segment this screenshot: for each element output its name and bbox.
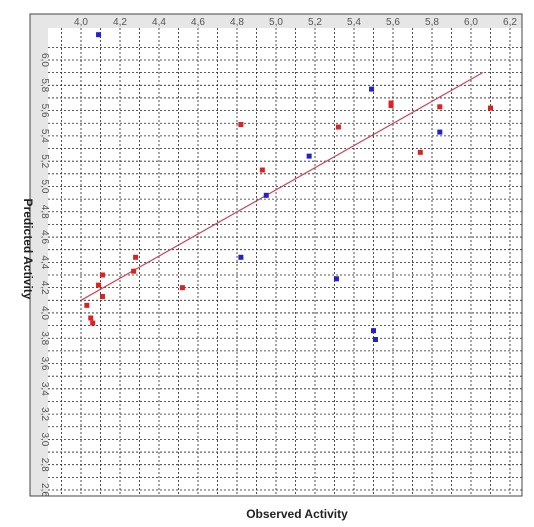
x-tick-label: 5,2 [308,17,322,28]
y-tick-label: 3,0 [39,432,50,446]
y-tick-label: 4,8 [39,205,50,219]
data-point [99,272,105,278]
data-point [88,315,94,321]
y-tick-label: 2,8 [39,458,50,472]
x-tick-label: 5,6 [386,17,400,28]
grid-lines [48,28,522,496]
data-point [238,254,244,260]
data-point [372,337,378,342]
x-tick-band [30,14,522,28]
data-point [388,100,394,106]
data-point [371,328,376,334]
y-tick-label: 5,2 [39,154,50,168]
data-point [131,268,137,274]
y-axis-title: Predicted Activity [21,198,35,300]
regression-line [80,72,483,301]
data-point [90,320,96,326]
plot-outline [29,13,523,497]
y-tick-band [30,14,48,496]
x-tick-labels: 4,0 4,2 4,4 4,6 4,8 5,0 5,2 5,4 5,6 5,8 6,0 6,2 [74,17,517,28]
y-tick-label: 4,4 [39,255,50,269]
data-point [333,276,339,282]
plot-border [29,13,523,497]
x-tick-label: 4,0 [74,17,88,28]
data-points [84,32,493,342]
y-tick-label: 3,6 [39,357,50,371]
data-point [488,105,493,111]
data-point [96,32,102,38]
x-tick-label: 6,2 [503,17,517,28]
x-tick-label: 6,0 [464,17,478,28]
data-point [417,149,423,155]
data-point [179,285,185,291]
y-tick-label: 4,0 [39,306,50,320]
data-point [133,254,139,260]
regression-line-segment [80,72,483,301]
data-point [99,294,105,299]
data-point [259,167,265,173]
y-tick-label: 3,8 [39,331,50,345]
data-point [306,153,312,159]
y-tick-label: 5,0 [39,180,50,194]
data-point [263,192,269,198]
y-tick-label: 3,4 [39,382,50,396]
x-tick-label: 5,0 [269,17,283,28]
x-tick-label: 4,6 [191,17,205,28]
x-tick-label: 4,2 [113,17,127,28]
x-tick-label: 4,4 [152,17,166,28]
x-tick-label: 4,8 [230,17,244,28]
data-point [388,103,394,109]
y-tick-label: 4,6 [39,230,50,244]
y-tick-label: 4,2 [39,281,50,295]
data-point [335,124,341,130]
data-point [84,302,90,308]
data-point [437,104,443,110]
y-tick-label: 5,4 [39,129,50,143]
data-point [238,122,244,127]
x-tick-label: 5,8 [425,17,439,28]
x-axis-title: Observed Activity [246,507,348,521]
y-tick-label: 6,0 [39,53,50,67]
data-point [369,86,375,92]
data-point [96,282,102,288]
y-tick-label: 2,6 [39,483,50,497]
y-tick-label: 5,6 [39,104,50,118]
y-tick-labels: 2,6 2,8 3,0 3,2 3,4 3,6 3,8 4,0 4,2 4,4 4,6 4,8 5,0 5… [39,53,50,497]
y-tick-label: 5,8 [39,78,50,92]
x-tick-label: 5,4 [347,17,361,28]
y-tick-label: 3,2 [39,407,50,421]
data-point [437,129,443,135]
